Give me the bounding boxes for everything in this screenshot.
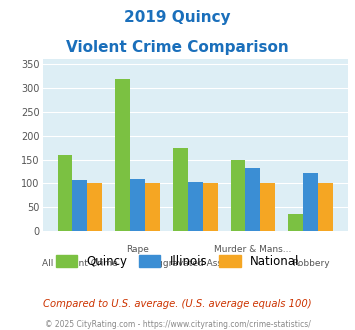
Bar <box>188 182 203 231</box>
Bar <box>245 168 260 231</box>
Text: 2019 Quincy: 2019 Quincy <box>124 10 231 25</box>
Bar <box>288 214 303 231</box>
Text: Compared to U.S. average. (U.S. average equals 100): Compared to U.S. average. (U.S. average … <box>43 299 312 309</box>
Bar <box>173 148 188 231</box>
Text: Aggravated Assault: Aggravated Assault <box>151 259 240 268</box>
Bar <box>203 183 218 231</box>
Text: © 2025 CityRating.com - https://www.cityrating.com/crime-statistics/: © 2025 CityRating.com - https://www.city… <box>45 320 310 329</box>
Bar <box>72 180 87 231</box>
Bar <box>115 80 130 231</box>
Text: Robbery: Robbery <box>292 259 329 268</box>
Text: Murder & Mans...: Murder & Mans... <box>214 245 291 254</box>
Bar <box>303 173 318 231</box>
Bar <box>318 183 333 231</box>
Bar <box>260 183 275 231</box>
Text: Violent Crime Comparison: Violent Crime Comparison <box>66 40 289 54</box>
Bar <box>130 179 145 231</box>
Bar <box>87 183 102 231</box>
Bar <box>145 183 160 231</box>
Bar <box>58 155 72 231</box>
Text: Rape: Rape <box>126 245 149 254</box>
Bar <box>230 159 245 231</box>
Text: All Violent Crime: All Violent Crime <box>42 259 118 268</box>
Legend: Quincy, Illinois, National: Quincy, Illinois, National <box>51 250 304 273</box>
